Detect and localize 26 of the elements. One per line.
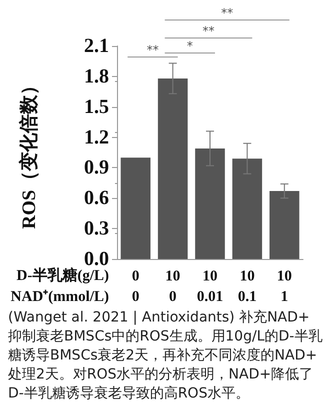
text: 0 bbox=[169, 289, 177, 305]
y-tick-label: 1.2 bbox=[84, 126, 109, 148]
y-tick-label: 0.0 bbox=[84, 248, 109, 270]
x-tick-label: 10 bbox=[240, 268, 255, 284]
text: (Wanget al. 2021 | Antioxidants) 补充NAD+抑制衰老BMSCs中的ROS生成。用10g/L的D-半乳糖诱导BMSCs衰老2天，再补充不同浓度的NAD+处理2天。对ROS水平的分析表明，NAD+降低了D-半乳糖诱导衰老导致的高ROS水平。 bbox=[8, 310, 322, 402]
x-tick-label: 10 bbox=[276, 268, 292, 284]
x-tick-label: 0 bbox=[132, 268, 140, 284]
y-tick-label: 0.6 bbox=[84, 187, 109, 210]
text: 0.01 bbox=[196, 289, 224, 305]
y-tick-label: 2.1 bbox=[84, 35, 109, 57]
y-tick-label: 1.8 bbox=[84, 65, 109, 88]
text: ** bbox=[202, 24, 214, 38]
text: 1 bbox=[280, 289, 288, 305]
annotation: * bbox=[186, 39, 193, 53]
text: NAD⁺(mmol/L) bbox=[10, 289, 109, 305]
x-tick-label: 10 bbox=[165, 268, 180, 284]
text: 0.1 bbox=[238, 289, 257, 305]
text: D-半乳糖(g/L) bbox=[16, 267, 109, 284]
y-tick-label: 0.3 bbox=[84, 218, 109, 240]
y-axis-title: ROS（变化倍数） bbox=[18, 76, 40, 230]
x-tick-label: 10 bbox=[202, 268, 218, 284]
annotation: ** bbox=[146, 43, 159, 57]
y-tick-label: 1.5 bbox=[84, 96, 109, 118]
text: ** bbox=[221, 6, 234, 20]
text: 0 bbox=[132, 289, 140, 305]
y-tick-label: 0.9 bbox=[84, 156, 109, 179]
